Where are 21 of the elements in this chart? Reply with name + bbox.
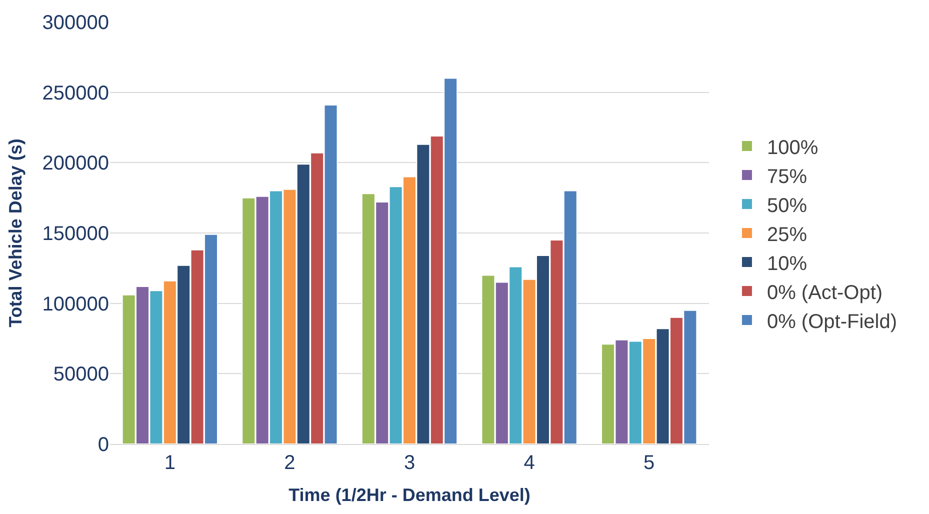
y-tick-label: 200000 — [42, 152, 109, 175]
legend-label: 50% — [766, 194, 808, 217]
legend-label: 10% — [766, 252, 808, 275]
x-tick-label: 4 — [524, 452, 535, 474]
x-tick-label: 3 — [404, 452, 416, 474]
y-tick-label: 100000 — [42, 293, 109, 316]
y-tick-label: 50000 — [53, 364, 109, 386]
legend-label: 100% — [766, 136, 818, 159]
x-tick-label: 2 — [284, 452, 296, 474]
y-tick-label: 300000 — [42, 12, 109, 34]
y-tick-label: 150000 — [42, 223, 109, 245]
x-tick-label: 5 — [644, 452, 655, 474]
legend-label: 75% — [766, 166, 808, 188]
legend-label: 25% — [766, 224, 808, 246]
legend-label: 0% (Act-Opt) — [766, 282, 883, 304]
y-axis-title: Total Vehicle Delay (s) — [5, 138, 26, 328]
x-tick-label: 1 — [164, 452, 176, 474]
y-tick-label: 250000 — [42, 82, 109, 104]
y-tick-label: 0 — [98, 434, 109, 456]
legend-label: 0% (Opt-Field) — [766, 310, 897, 333]
x-axis-title: Time (1/2Hr - Demand Level) — [288, 485, 530, 506]
